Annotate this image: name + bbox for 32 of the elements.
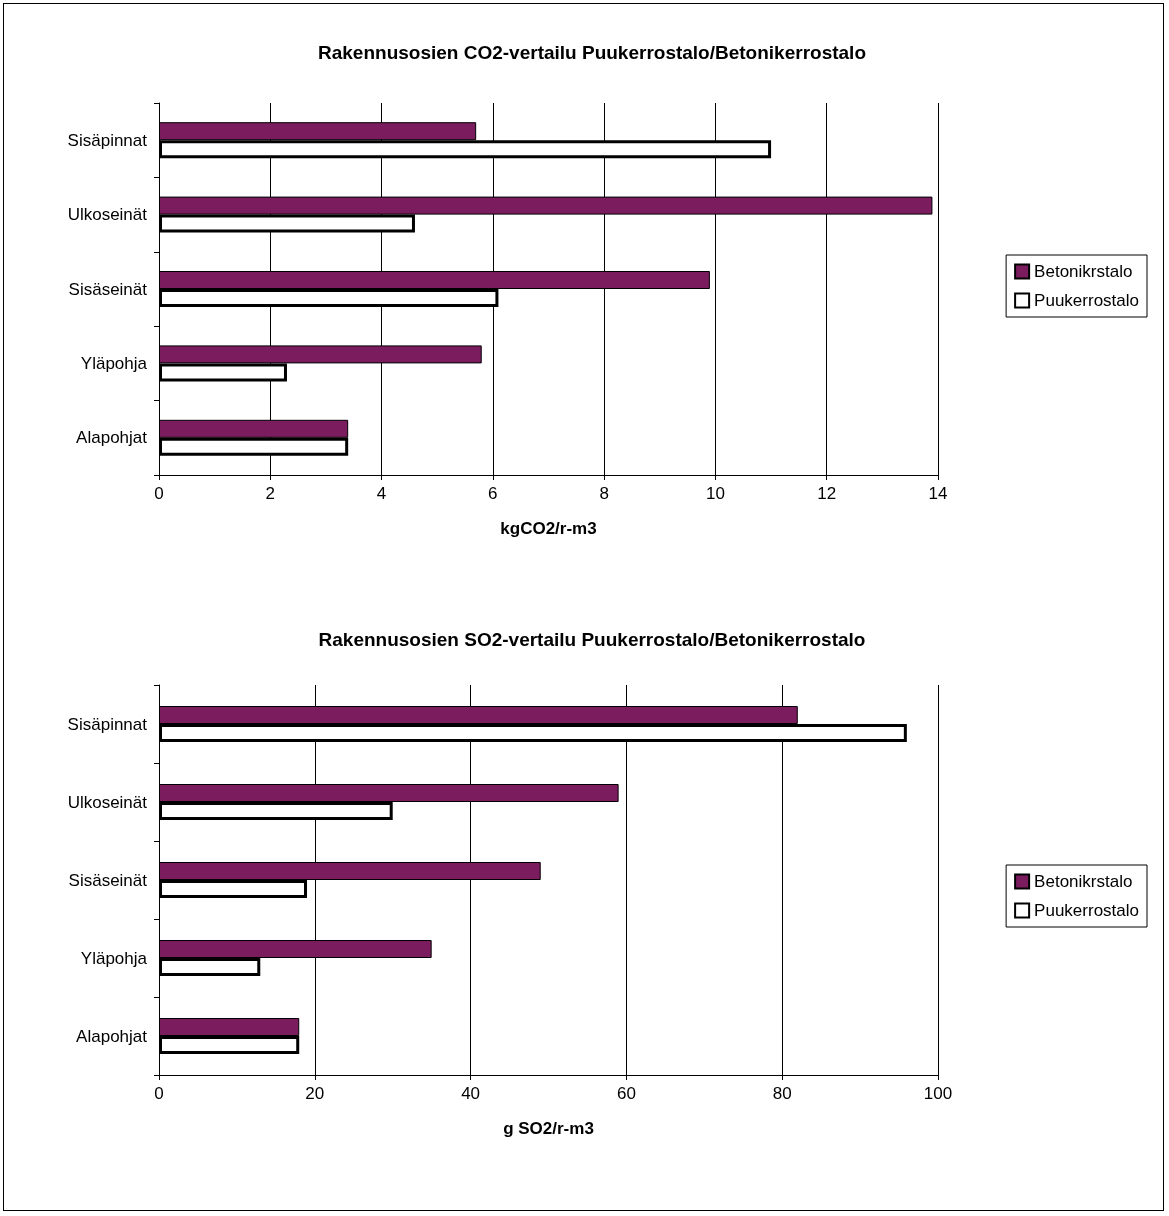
y-tick-label: Alapohjat bbox=[76, 1026, 148, 1046]
x-tick-label: 2 bbox=[265, 484, 276, 503]
x-axis-title: g SO2/r-m3 bbox=[503, 1119, 594, 1138]
x-tick-label: 12 bbox=[817, 484, 837, 503]
y-tick-label: Sisäseinät bbox=[68, 279, 148, 299]
legend-label: Puukerrostalo bbox=[1034, 901, 1139, 920]
x-tick-label: 10 bbox=[705, 484, 725, 503]
legend-label: Betonikrstalo bbox=[1034, 872, 1133, 891]
x-tick-label: 0 bbox=[154, 484, 164, 503]
y-tick-label: Sisäpinnat bbox=[67, 714, 148, 734]
chart-title: Rakennusosien CO2-vertailu Puukerrostalo/Betonikerrostalo bbox=[318, 42, 866, 63]
x-tick-label: 4 bbox=[376, 484, 387, 503]
legend-label: Puukerrostalo bbox=[1034, 291, 1139, 310]
y-tick-label: Yläpohja bbox=[80, 948, 148, 968]
y-tick-label: Yläpohja bbox=[80, 353, 148, 373]
y-tick-label: Sisäpinnat bbox=[67, 130, 148, 150]
x-tick-label: 0 bbox=[154, 1084, 164, 1103]
y-tick-label: Ulkoseinät bbox=[67, 792, 148, 812]
x-tick-label: 6 bbox=[488, 484, 498, 503]
x-axis-title: kgCO2/r-m3 bbox=[500, 519, 597, 538]
y-tick-label: Ulkoseinät bbox=[67, 205, 148, 225]
x-tick-label: 60 bbox=[616, 1084, 636, 1103]
y-tick-label: Sisäseinät bbox=[68, 870, 148, 890]
x-tick-label: 100 bbox=[923, 1084, 953, 1103]
legend-label: Betonikrstalo bbox=[1034, 262, 1133, 281]
x-tick-label: 80 bbox=[772, 1084, 792, 1103]
x-tick-label: 20 bbox=[305, 1084, 325, 1103]
x-tick-label: 14 bbox=[928, 484, 948, 503]
y-tick-label: Alapohjat bbox=[76, 428, 148, 448]
x-tick-label: 40 bbox=[461, 1084, 481, 1103]
chart-title: Rakennusosien SO2-vertailu Puukerrostalo/Betonikerrostalo bbox=[318, 629, 866, 650]
x-tick-label: 8 bbox=[599, 484, 609, 503]
